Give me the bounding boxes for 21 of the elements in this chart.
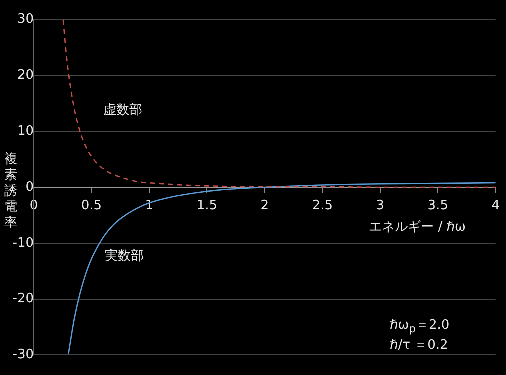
y-tick-label: 0 <box>26 180 34 195</box>
annotation: ℏω$_{p}$＝2.0 <box>390 318 450 338</box>
annotation: ℏ/τ ＝0.2 <box>390 338 450 354</box>
x-tick-label: 3 <box>376 198 385 214</box>
y-tick-label: 20 <box>17 68 34 84</box>
x-tick-label: 1.5 <box>196 198 218 214</box>
x-tick-label: 4 <box>492 198 500 214</box>
series-label: 実数部 <box>104 248 144 264</box>
y-axis-title: 複素誘電率 <box>4 152 18 232</box>
y-tick-label: -20 <box>12 292 34 307</box>
y-tick-label: 10 <box>17 124 34 139</box>
x-tick-label: 0.5 <box>81 198 102 214</box>
y-tick-label: 30 <box>17 12 34 28</box>
x-axis-title: エネルギー / ℏω <box>369 220 466 235</box>
x-tick-label: 2.5 <box>312 198 334 214</box>
x-tick-label: 3.5 <box>428 198 448 214</box>
line-series <box>62 20 496 188</box>
y-tick-label: -30 <box>12 348 34 363</box>
text: 虚数部 <box>104 102 143 118</box>
x-tick-label: 2 <box>260 198 270 214</box>
y-tick-label: -10 <box>12 236 34 251</box>
